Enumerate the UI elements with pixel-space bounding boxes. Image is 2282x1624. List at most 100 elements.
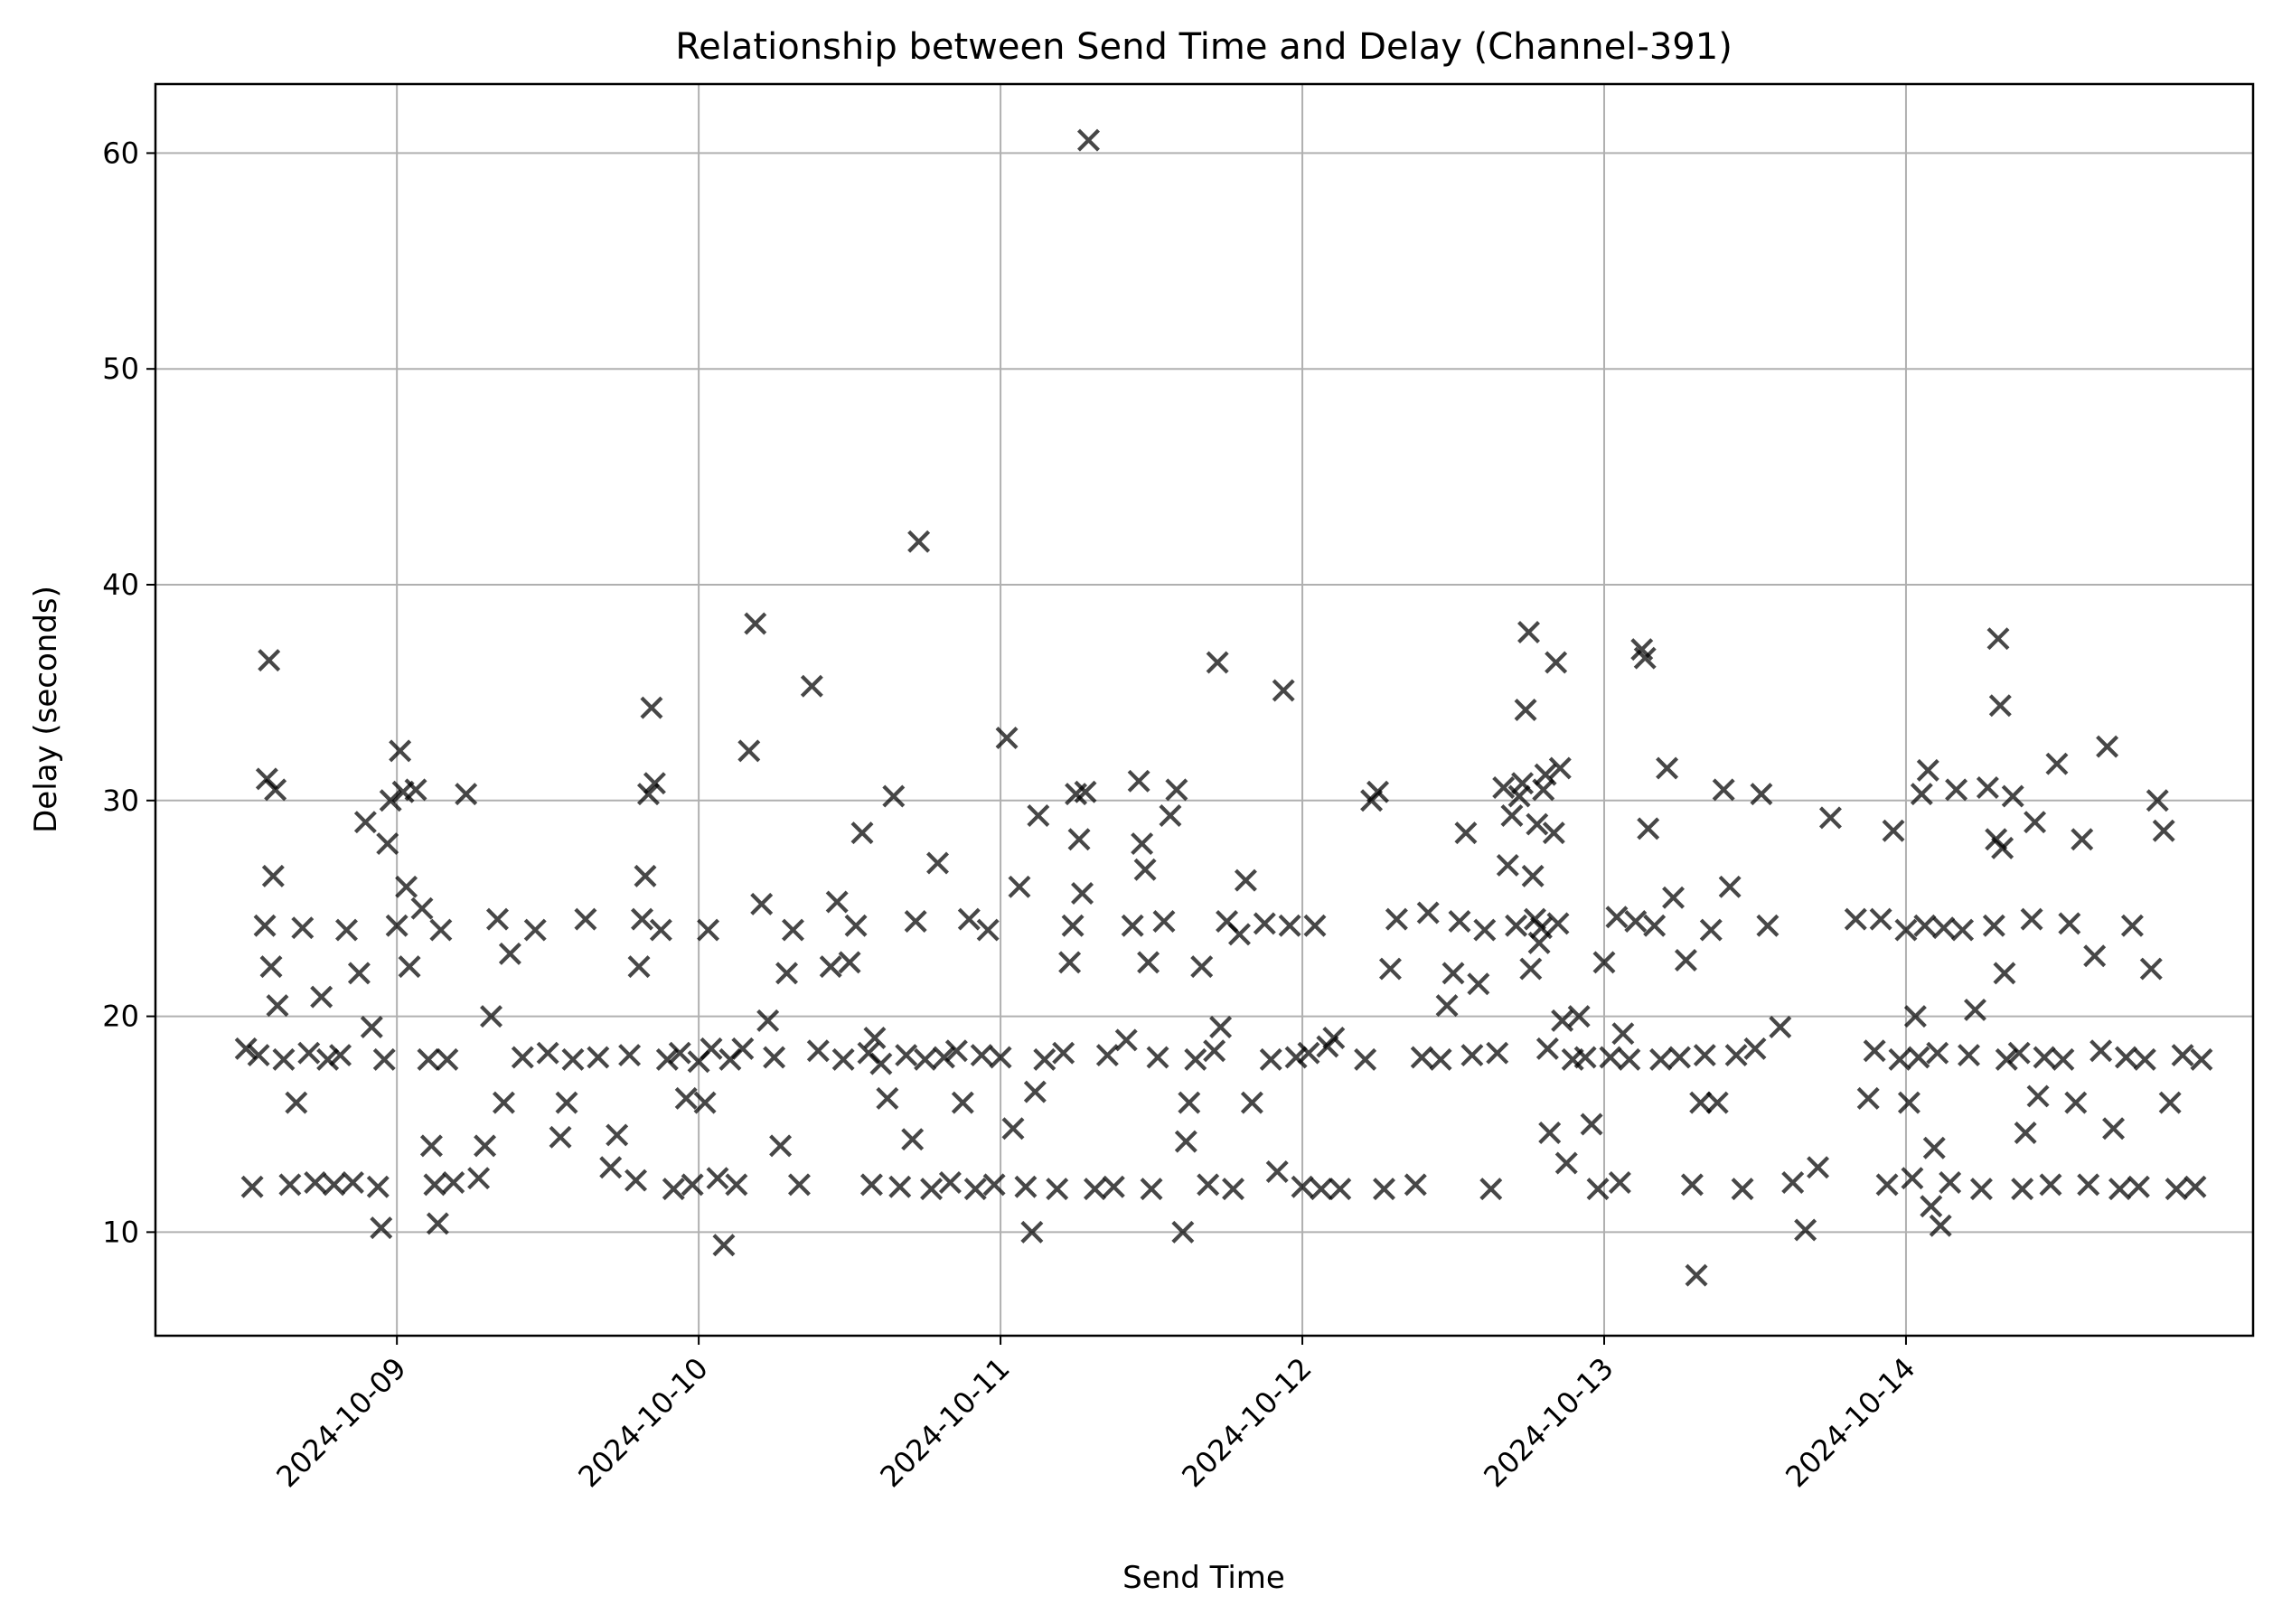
- data-point: [1643, 914, 1667, 937]
- data-point: [1611, 1022, 1635, 1046]
- y-tick-label: 40: [102, 568, 139, 602]
- data-point: [234, 1037, 258, 1060]
- data-point: [1479, 1178, 1503, 1201]
- data-point: [995, 727, 1019, 750]
- data-point: [2120, 914, 2144, 937]
- data-point: [819, 955, 842, 979]
- data-point: [1529, 916, 1553, 940]
- data-point: [869, 1052, 893, 1075]
- data-point: [1888, 1047, 1911, 1071]
- data-point: [624, 1169, 648, 1192]
- data-point: [1114, 1028, 1138, 1052]
- data-point: [385, 914, 409, 937]
- data-point: [1505, 914, 1528, 937]
- data-point: [1920, 1195, 1943, 1218]
- data-point: [787, 1173, 811, 1197]
- data-point: [1140, 1178, 1163, 1201]
- data-point: [2052, 1047, 2075, 1071]
- x-axis: 2024-10-09 2024-10-10 2024-10-11 2024-10-12…: [269, 1336, 1922, 1494]
- data-point: [876, 1086, 899, 1110]
- data-point: [1542, 821, 1565, 845]
- data-point: [712, 1234, 736, 1257]
- data-point: [1662, 886, 1686, 909]
- data-point: [1448, 910, 1471, 934]
- data-point: [1083, 1178, 1106, 1201]
- data-point: [1507, 784, 1531, 808]
- data-point: [744, 612, 767, 635]
- data-point: [982, 1173, 1006, 1197]
- data-point: [1674, 949, 1697, 972]
- data-point: [1699, 918, 1723, 942]
- data-point: [1718, 875, 1742, 898]
- data-point: [1769, 1016, 1792, 1039]
- data-point: [1693, 1044, 1716, 1067]
- data-point: [1624, 910, 1648, 934]
- data-point: [511, 1046, 534, 1069]
- data-point: [920, 1178, 944, 1201]
- data-point: [775, 962, 799, 985]
- data-point: [1685, 1263, 1708, 1287]
- data-point: [1633, 646, 1657, 670]
- data-point: [706, 1167, 729, 1190]
- data-point: [631, 907, 653, 931]
- data-point: [1165, 778, 1188, 802]
- data-point: [2058, 912, 2081, 935]
- data-point: [2077, 1173, 2100, 1197]
- data-point: [2165, 1178, 2188, 1201]
- data-point: [1209, 1016, 1233, 1039]
- data-point: [1922, 1136, 1946, 1159]
- data-point: [323, 1173, 346, 1197]
- data-point: [523, 918, 547, 942]
- data-point: [341, 1170, 364, 1194]
- data-point: [700, 1037, 723, 1060]
- data-point: [353, 811, 377, 834]
- data-point: [1608, 1170, 1631, 1194]
- data-point: [1058, 951, 1082, 974]
- data-point: [1310, 1178, 1333, 1201]
- data-point: [1014, 1175, 1038, 1198]
- data-point: [1969, 1178, 1993, 1201]
- data-point: [1492, 775, 1516, 799]
- data-point: [1329, 1178, 1352, 1201]
- data-point: [2039, 1173, 2062, 1197]
- data-point: [372, 1047, 396, 1071]
- data-point: [1121, 914, 1144, 937]
- x-tick-label: 2024-10-10: [571, 1351, 714, 1494]
- data-point: [2020, 907, 2043, 931]
- data-point: [2071, 828, 2094, 851]
- data-point: [329, 1044, 352, 1067]
- data-point: [1061, 914, 1085, 937]
- data-point: [914, 1047, 937, 1071]
- data-point: [455, 783, 478, 806]
- data-point: [1020, 1220, 1044, 1244]
- data-point: [1131, 832, 1154, 856]
- data-point: [944, 1039, 968, 1063]
- data-point: [1435, 994, 1459, 1018]
- data-point: [1001, 1117, 1025, 1141]
- data-point: [1071, 881, 1094, 905]
- data-point: [737, 739, 761, 763]
- data-point: [2007, 1041, 2031, 1065]
- data-point: [859, 1173, 883, 1197]
- data-point: [2139, 957, 2163, 981]
- x-tick-label: 2024-10-13: [1477, 1351, 1620, 1494]
- data-point: [1526, 812, 1549, 836]
- data-point: [536, 1041, 559, 1065]
- data-point: [763, 1046, 786, 1069]
- data-point: [2001, 784, 2024, 808]
- data-point: [1546, 912, 1570, 935]
- data-point: [436, 1047, 459, 1071]
- data-point: [2096, 735, 2119, 758]
- data-point: [1945, 778, 1968, 802]
- data-point: [404, 778, 427, 802]
- data-point: [2190, 1047, 2213, 1071]
- data-point: [800, 674, 823, 698]
- data-point: [1743, 1037, 1767, 1060]
- data-point: [1993, 962, 2016, 985]
- data-point: [1939, 1170, 1962, 1194]
- data-point: [423, 1173, 446, 1197]
- data-point: [1548, 756, 1572, 780]
- data-point: [662, 1178, 685, 1201]
- data-point: [1573, 1046, 1597, 1069]
- data-point: [2102, 1117, 2126, 1141]
